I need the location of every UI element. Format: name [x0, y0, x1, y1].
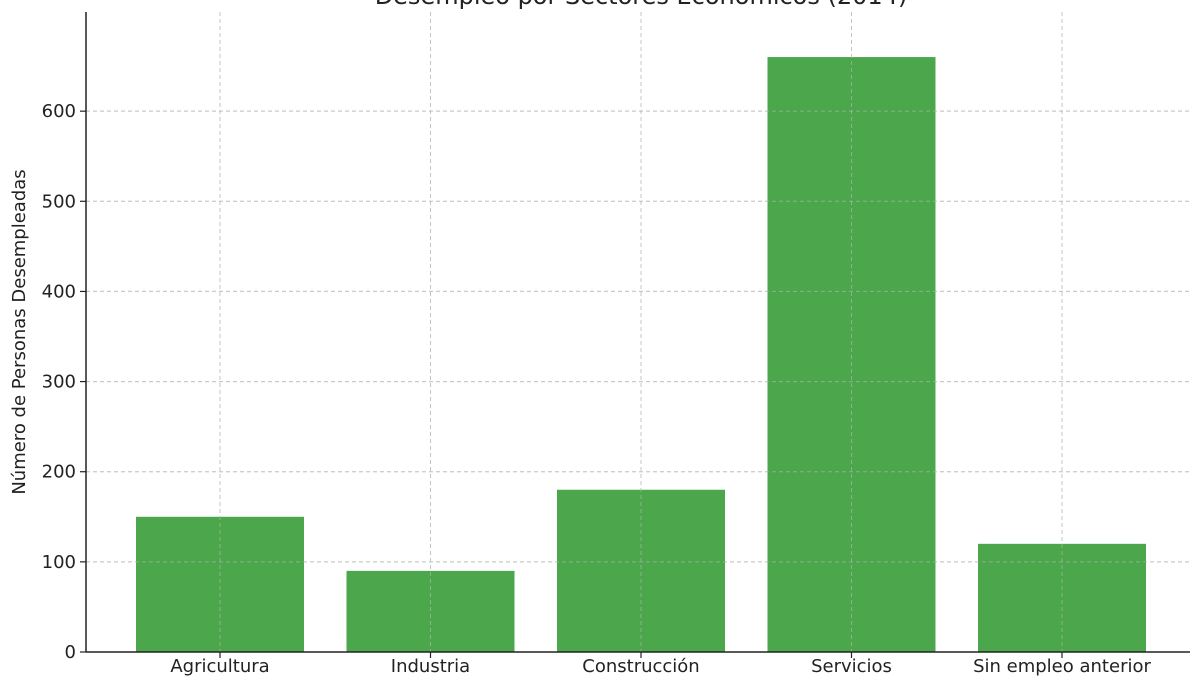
- chart-title: Desempleo por Sectores Económicos (2014): [375, 0, 908, 10]
- x-tick-label: Sin empleo anterior: [973, 656, 1151, 677]
- x-tick-label: Agricultura: [170, 656, 269, 677]
- x-ticks: Agricultura Industria Construcción Servicio…: [170, 652, 1151, 677]
- axes: [85, 12, 1190, 653]
- grid-lines-overlay: [86, 12, 1190, 652]
- bar-industria: [346, 570, 515, 652]
- y-tick-label: 500: [42, 191, 76, 212]
- bar-construcci-n: [557, 489, 725, 652]
- y-ticks: 0 100 200 300 400 500 600: [42, 101, 86, 663]
- x-tick-label: Servicios: [811, 656, 892, 677]
- x-tick-label: Construcción: [582, 656, 699, 677]
- y-tick-label: 600: [42, 101, 76, 122]
- y-tick-label: 400: [42, 281, 76, 302]
- y-tick-label: 0: [65, 642, 76, 663]
- y-tick-label: 300: [42, 372, 76, 393]
- x-tick-label: Industria: [391, 656, 470, 677]
- y-tick-label: 200: [42, 462, 76, 483]
- y-tick-label: 100: [42, 552, 76, 573]
- y-axis-title: Número de Personas Desempleadas: [9, 169, 30, 494]
